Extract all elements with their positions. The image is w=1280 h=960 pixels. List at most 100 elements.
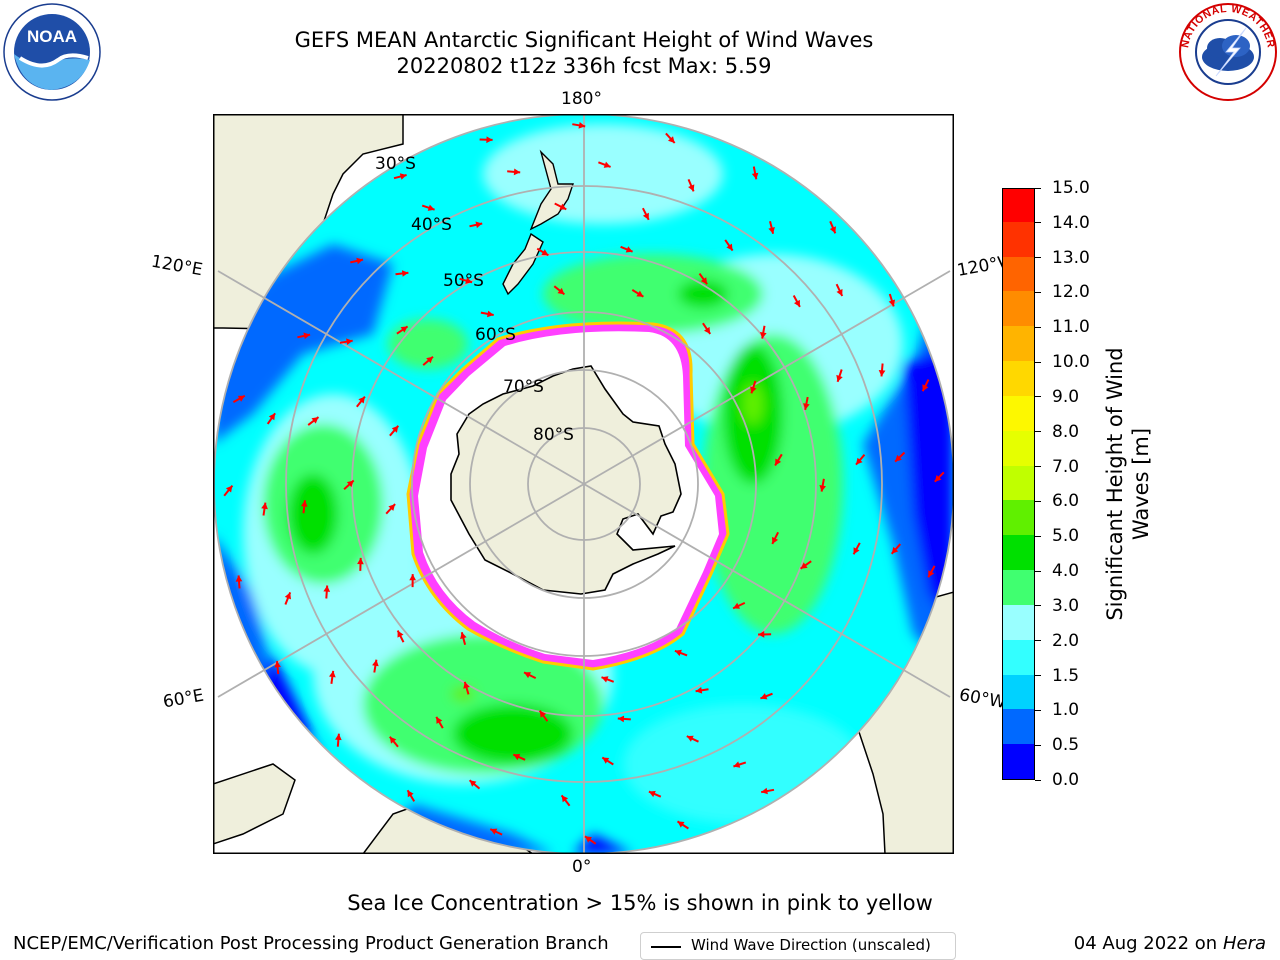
wind-wave-arrow-head <box>585 836 592 843</box>
antarctica-landmass <box>450 365 682 595</box>
colorbar-segment <box>1003 604 1034 640</box>
map-panel: 30°S 40°S 50°S 60°S 70°S 80°S Wind Wave … <box>213 114 956 960</box>
map-legend: Wind Wave Direction (unscaled) <box>640 932 956 960</box>
wind-wave-arrow-head <box>775 458 782 466</box>
wind-wave-arrow-head <box>800 562 808 569</box>
footer-machine: Hera <box>1222 933 1266 954</box>
wind-wave-arrow-head <box>642 212 649 220</box>
wind-wave-arrow-head <box>301 500 308 507</box>
colorbar-tick-label: 0.5 <box>1052 735 1080 756</box>
wind-wave-arrow-head <box>578 122 586 129</box>
wind-wave-arrow-head <box>760 332 767 339</box>
lat-label: 80°S <box>533 425 574 445</box>
wind-wave-arrow-head <box>803 403 810 410</box>
wind-wave-arrow-head <box>750 386 757 394</box>
noaa-logo-text: NOAA <box>27 27 77 46</box>
colorbar-tick <box>1035 535 1041 537</box>
wind-wave-arrow-head <box>235 575 243 582</box>
colorbar-tick-label: 12.0 <box>1052 282 1090 303</box>
legend-label: Wind Wave Direction (unscaled) <box>691 936 931 954</box>
colorbar-segment <box>1003 430 1034 466</box>
colorbar-tick <box>1035 187 1041 189</box>
wind-wave-arrow-head <box>603 161 611 168</box>
wind-wave-arrow-head <box>397 630 404 638</box>
wind-wave-arrow-head <box>733 602 740 609</box>
wind-wave-arrow-head <box>357 557 364 565</box>
wind-wave-arrow-head <box>541 249 549 256</box>
colorbar-tick <box>1035 326 1041 328</box>
lat-label: 60°S <box>475 325 516 345</box>
wind-wave-arrow-head <box>686 735 694 742</box>
wind-wave-arrow-head <box>768 227 775 234</box>
wind-wave-arrow-head <box>695 687 703 694</box>
wind-wave-arrow-head <box>436 716 443 724</box>
wind-wave-arrow-head <box>225 485 233 493</box>
colorbar-segment <box>1003 256 1034 292</box>
colorbar-tick-label: 0.0 <box>1052 770 1080 790</box>
colorbar-tick-label: 6.0 <box>1052 491 1080 512</box>
wind-wave-arrow-head <box>460 632 467 640</box>
colorbar-tick-label: 1.5 <box>1052 665 1080 686</box>
wind-wave-arrow-head <box>733 761 741 768</box>
wind-wave-arrow-head <box>346 480 354 488</box>
wind-wave-arrow-head <box>513 753 521 761</box>
colorbar-tick-label: 15.0 <box>1052 178 1090 198</box>
wind-wave-arrow-head <box>794 299 800 307</box>
wind-wave-arrow-head <box>539 710 547 718</box>
colorbar-tick-label: 2.0 <box>1052 630 1080 651</box>
colorbar-tick-label: 3.0 <box>1052 595 1080 616</box>
wind-wave-arrow-head <box>888 299 896 307</box>
colorbar-title-line1: Significant Height of Wind <box>1103 347 1127 621</box>
colorbar-segment <box>1003 674 1034 710</box>
polar-stereographic-map: 30°S 40°S 50°S 60°S 70°S 80°S <box>213 114 954 854</box>
wind-wave-arrow-head <box>303 332 311 340</box>
wind-wave-arrow-head <box>372 659 379 667</box>
colorbar-segment <box>1003 189 1034 222</box>
wind-wave-arrow-head <box>878 370 886 377</box>
wind-wave-arrow-head <box>358 396 365 404</box>
colorbar-segment <box>1003 639 1034 675</box>
lat-label: 50°S <box>443 271 484 291</box>
wind-wave-arrow-head <box>934 475 942 482</box>
colorbar-tick-label: 13.0 <box>1052 247 1090 268</box>
wind-wave-arrow-head <box>465 277 473 284</box>
wind-wave-arrow-head <box>561 795 569 803</box>
colorbar-tick <box>1035 675 1041 677</box>
colorbar-segment <box>1003 569 1034 605</box>
colorbar-title: Significant Height of Wind Waves [m] <box>1102 284 1154 684</box>
wind-wave-arrow-head <box>407 790 414 798</box>
colorbar <box>1002 188 1035 780</box>
edge-label-60w: 60°W <box>957 685 1008 713</box>
wind-wave-arrow-head <box>401 270 409 277</box>
noaa-logo: NOAA <box>3 3 101 101</box>
colorbar-segment <box>1003 534 1034 571</box>
colorbar-tick-label: 1.0 <box>1052 700 1080 721</box>
wind-wave-arrow-head <box>772 536 779 544</box>
footer-date: 04 Aug 2022 on Hera <box>1074 933 1266 954</box>
wind-wave-arrow-head <box>853 547 860 555</box>
wind-wave-arrow-head <box>891 546 899 554</box>
wind-wave-arrow-head <box>490 828 498 835</box>
footer-branch: NCEP/EMC/Verification Post Processing Pr… <box>13 933 609 954</box>
wind-wave-arrow-head <box>668 136 675 143</box>
wind-wave-arrow-head <box>617 715 625 723</box>
wind-wave-arrow-head <box>836 289 843 296</box>
colorbar-tick <box>1035 640 1041 642</box>
wind-wave-arrow-head <box>356 257 363 265</box>
colorbar-tick <box>1035 779 1041 781</box>
lat-label: 70°S <box>503 377 544 397</box>
wind-wave-arrow-head <box>895 454 902 462</box>
legend-line-sample <box>651 946 681 948</box>
footer-date-text: 04 Aug 2022 on <box>1073 933 1218 954</box>
wind-wave-arrow-head <box>284 592 291 600</box>
new-zealand-north <box>529 149 574 231</box>
wind-wave-arrow-head <box>268 413 276 421</box>
wind-wave-arrow-head <box>486 136 493 144</box>
colorbar-tick <box>1035 257 1041 259</box>
wind-wave-arrow-head <box>557 287 565 295</box>
wind-wave-arrow-head <box>674 649 682 657</box>
wind-wave-arrow-head <box>928 570 935 578</box>
wind-wave-arrow-head <box>758 631 765 638</box>
colorbar-tick <box>1035 431 1041 433</box>
wind-wave-arrow-head <box>760 693 768 700</box>
